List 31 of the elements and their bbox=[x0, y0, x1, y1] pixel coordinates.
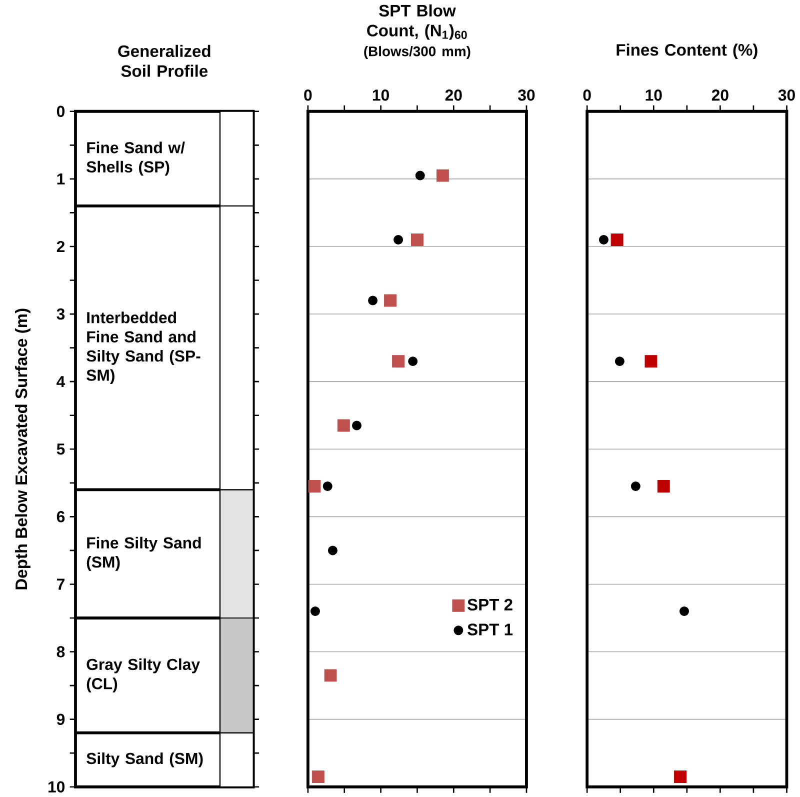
legend-label: SPT 2 bbox=[468, 598, 512, 611]
legend-label: SPT 1 bbox=[468, 624, 513, 636]
y-tick-label: 10 bbox=[48, 781, 65, 793]
y-tick-label: 2 bbox=[56, 240, 65, 252]
chart-subtitle: (Blows/300 mm) bbox=[364, 46, 470, 60]
y-tick-label: 3 bbox=[56, 308, 65, 320]
y-tick-label: 6 bbox=[56, 511, 65, 522]
y-tick-label: 5 bbox=[56, 444, 65, 455]
series-label: Fine Silty Sand (SM) bbox=[86, 536, 201, 571]
x-tick-label: 0 bbox=[304, 90, 312, 101]
y-axis-title: Depth Below Excavated Surface (m) bbox=[15, 308, 30, 590]
y-tick-label: 7 bbox=[57, 578, 64, 590]
x-tick-label: 10 bbox=[646, 90, 662, 101]
series-label: Silty Sand (SM) bbox=[86, 752, 203, 768]
text: Fine Sand w/ Shells (SP) bbox=[86, 142, 185, 176]
series-label: Interbedded Fine Sand and Silty Sand (SP-SM) bbox=[86, 312, 200, 384]
x-tick-label: 0 bbox=[583, 90, 591, 101]
chart-title: Fines Content (%) bbox=[616, 44, 758, 60]
x-tick-label: 20 bbox=[445, 90, 462, 101]
x-tick-label: 10 bbox=[372, 90, 389, 101]
y-tick-label: 9 bbox=[56, 714, 65, 725]
y-tick-label: 1 bbox=[57, 174, 65, 184]
y-tick-label: 0 bbox=[56, 106, 65, 118]
series-label: Gray Silty Clay (CL) bbox=[86, 658, 200, 692]
x-tick-label: 20 bbox=[712, 90, 728, 101]
y-tick-label: 4 bbox=[56, 376, 66, 388]
x-tick-label: 30 bbox=[778, 90, 795, 101]
chart-title: SPT Blow Count, (N$_{1}$)$_{60}$ bbox=[367, 4, 467, 40]
chart-title: Generalized Soil Profile bbox=[118, 44, 210, 77]
y-tick-label: 8 bbox=[56, 646, 65, 658]
x-tick-label: 30 bbox=[518, 90, 535, 101]
